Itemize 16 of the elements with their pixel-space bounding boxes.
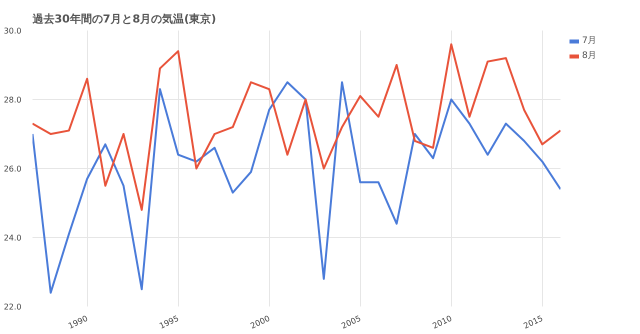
y-tick-label: 22.0 <box>4 302 22 312</box>
y-tick-label: 30.0 <box>4 26 22 36</box>
line-series <box>32 81 560 294</box>
x-tick-label: 1995 <box>158 314 180 331</box>
y-tick-label: 26.0 <box>4 164 22 174</box>
y-tick-label: 24.0 <box>4 234 22 242</box>
x-tick-label: 2005 <box>340 314 362 331</box>
legend-label: 8月 <box>582 50 598 62</box>
x-tick-label: 2015 <box>522 314 544 331</box>
legend-label: 7月 <box>582 35 598 47</box>
line-series <box>32 43 560 211</box>
x-tick-label: 2000 <box>249 314 272 331</box>
chart-title: 過去30年間の7月と8月の気温(東京) <box>32 12 216 26</box>
x-tick-label: 2010 <box>431 314 454 331</box>
y-tick-label: 28.0 <box>4 96 22 104</box>
x-tick-label: 1990 <box>66 314 90 331</box>
